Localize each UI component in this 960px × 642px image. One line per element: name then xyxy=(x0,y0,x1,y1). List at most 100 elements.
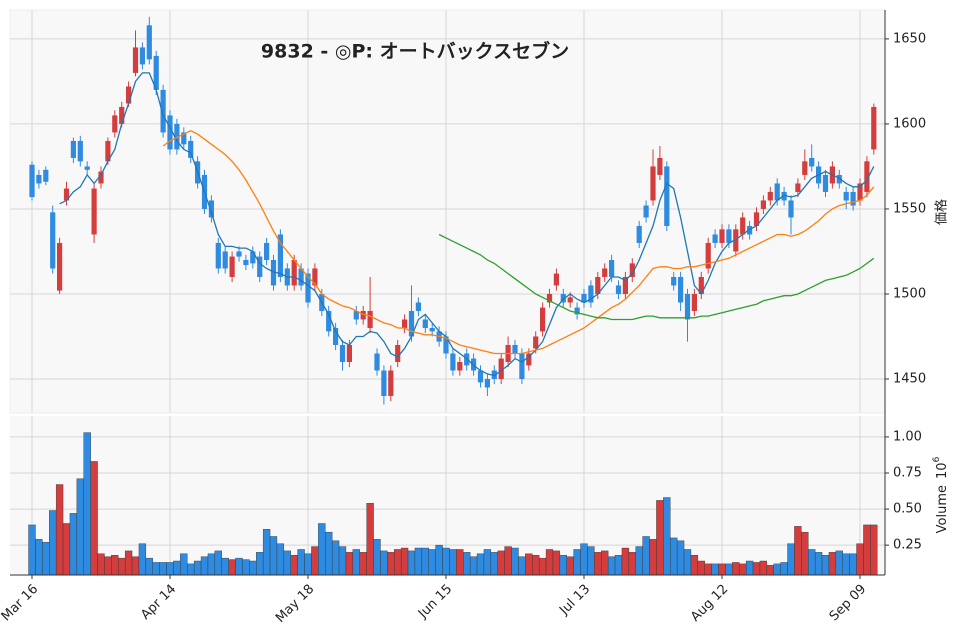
volume-bar xyxy=(483,549,492,576)
candle-body xyxy=(533,336,539,349)
volume-bar xyxy=(469,556,478,576)
candle-body xyxy=(512,344,518,354)
volume-bar xyxy=(290,555,298,576)
volume-bar xyxy=(200,556,209,576)
candle-body xyxy=(781,191,787,201)
candle-body xyxy=(753,212,760,226)
volume-bar xyxy=(745,560,754,576)
candle-body xyxy=(767,191,773,201)
candle-body xyxy=(602,268,608,277)
candle-body xyxy=(181,132,187,145)
candle-body xyxy=(174,123,180,150)
y-tick-label: 1650 xyxy=(893,31,926,46)
volume-bar xyxy=(435,544,443,576)
volume-bar xyxy=(759,560,768,576)
x-tick-label: Jun 15 xyxy=(415,582,455,622)
candle-body xyxy=(450,353,456,371)
volume-bar xyxy=(725,563,733,576)
candle-body xyxy=(871,106,877,150)
x-tick-label: Mar 16 xyxy=(0,582,41,625)
candle-body xyxy=(119,106,125,124)
candle-body xyxy=(57,242,63,291)
candle-body xyxy=(843,191,849,201)
candle-body xyxy=(795,183,801,192)
candle-body xyxy=(657,157,663,175)
volume-bar xyxy=(594,552,602,576)
candle-body xyxy=(326,310,332,332)
candle-body xyxy=(615,285,622,294)
volume-bar xyxy=(55,484,64,576)
volume-bar xyxy=(35,539,43,576)
volume-bar xyxy=(683,549,692,576)
candle-body xyxy=(43,169,49,182)
volume-bar xyxy=(670,537,678,576)
candle-body xyxy=(360,310,366,320)
volume-bar xyxy=(476,553,485,576)
y-tick-label: 1550 xyxy=(893,201,926,216)
y-tick-label: 0.25 xyxy=(893,538,922,553)
volume-bar xyxy=(242,559,250,576)
candle-body xyxy=(208,200,214,218)
volume-bar xyxy=(97,553,105,576)
candle-body xyxy=(270,259,277,286)
volume-bar xyxy=(62,523,71,576)
volume-bar xyxy=(428,549,436,576)
volume-bar xyxy=(249,560,257,576)
volume-bar xyxy=(552,550,561,576)
candle-body xyxy=(236,251,242,257)
candle-body xyxy=(250,251,256,264)
candle-body xyxy=(126,86,132,104)
candle-body xyxy=(712,234,718,243)
volume-multiplier: 10 xyxy=(935,462,950,479)
volume-bar xyxy=(704,563,712,576)
volume-bar xyxy=(359,552,367,576)
candle-body xyxy=(588,285,594,303)
volume-bar xyxy=(835,550,843,576)
candle-body xyxy=(98,171,104,184)
candle-body xyxy=(353,310,359,320)
volume-bar xyxy=(525,553,533,576)
volume-bar xyxy=(711,563,719,576)
volume-bar xyxy=(414,547,423,576)
candle-body xyxy=(139,47,145,65)
volume-bar xyxy=(635,546,643,576)
volume-bar xyxy=(607,556,616,576)
candle-body xyxy=(457,361,463,371)
volume-bar xyxy=(808,549,816,576)
candle-body xyxy=(402,319,408,328)
candle-body xyxy=(691,293,697,311)
volume-bar xyxy=(656,500,664,576)
volume-bar xyxy=(621,547,630,576)
volume-bar xyxy=(421,547,429,576)
volume-bar xyxy=(269,536,278,576)
volume-bar xyxy=(166,562,174,576)
volume-bar xyxy=(193,560,202,576)
candle-body xyxy=(595,276,601,294)
candle-body xyxy=(167,115,173,150)
candle-body xyxy=(188,140,194,158)
volume-bar xyxy=(463,552,471,576)
candle-body xyxy=(671,276,677,286)
candle-body xyxy=(395,344,401,362)
volume-bar xyxy=(131,556,140,576)
volume-bar xyxy=(739,563,747,576)
volume-bar xyxy=(104,556,112,576)
candle-body xyxy=(374,353,380,371)
volume-bar xyxy=(69,513,78,576)
moving-average-line xyxy=(162,129,875,355)
candle-body xyxy=(822,174,829,192)
candle-body xyxy=(519,353,525,379)
candle-body xyxy=(857,183,863,201)
x-tick-label: Aug 12 xyxy=(688,582,731,625)
volume-bar xyxy=(614,555,623,576)
volume-bar xyxy=(787,543,795,576)
candle-body xyxy=(477,370,484,383)
candle-body xyxy=(719,229,725,243)
moving-average-line xyxy=(438,233,875,321)
candle-body xyxy=(346,344,352,362)
candle-body xyxy=(91,188,97,235)
volume-bar xyxy=(752,562,761,576)
volume-bar xyxy=(387,552,395,576)
candle-body xyxy=(498,358,504,379)
chart-title: 9832 - ◎P: オートバックスセブン xyxy=(261,40,569,63)
